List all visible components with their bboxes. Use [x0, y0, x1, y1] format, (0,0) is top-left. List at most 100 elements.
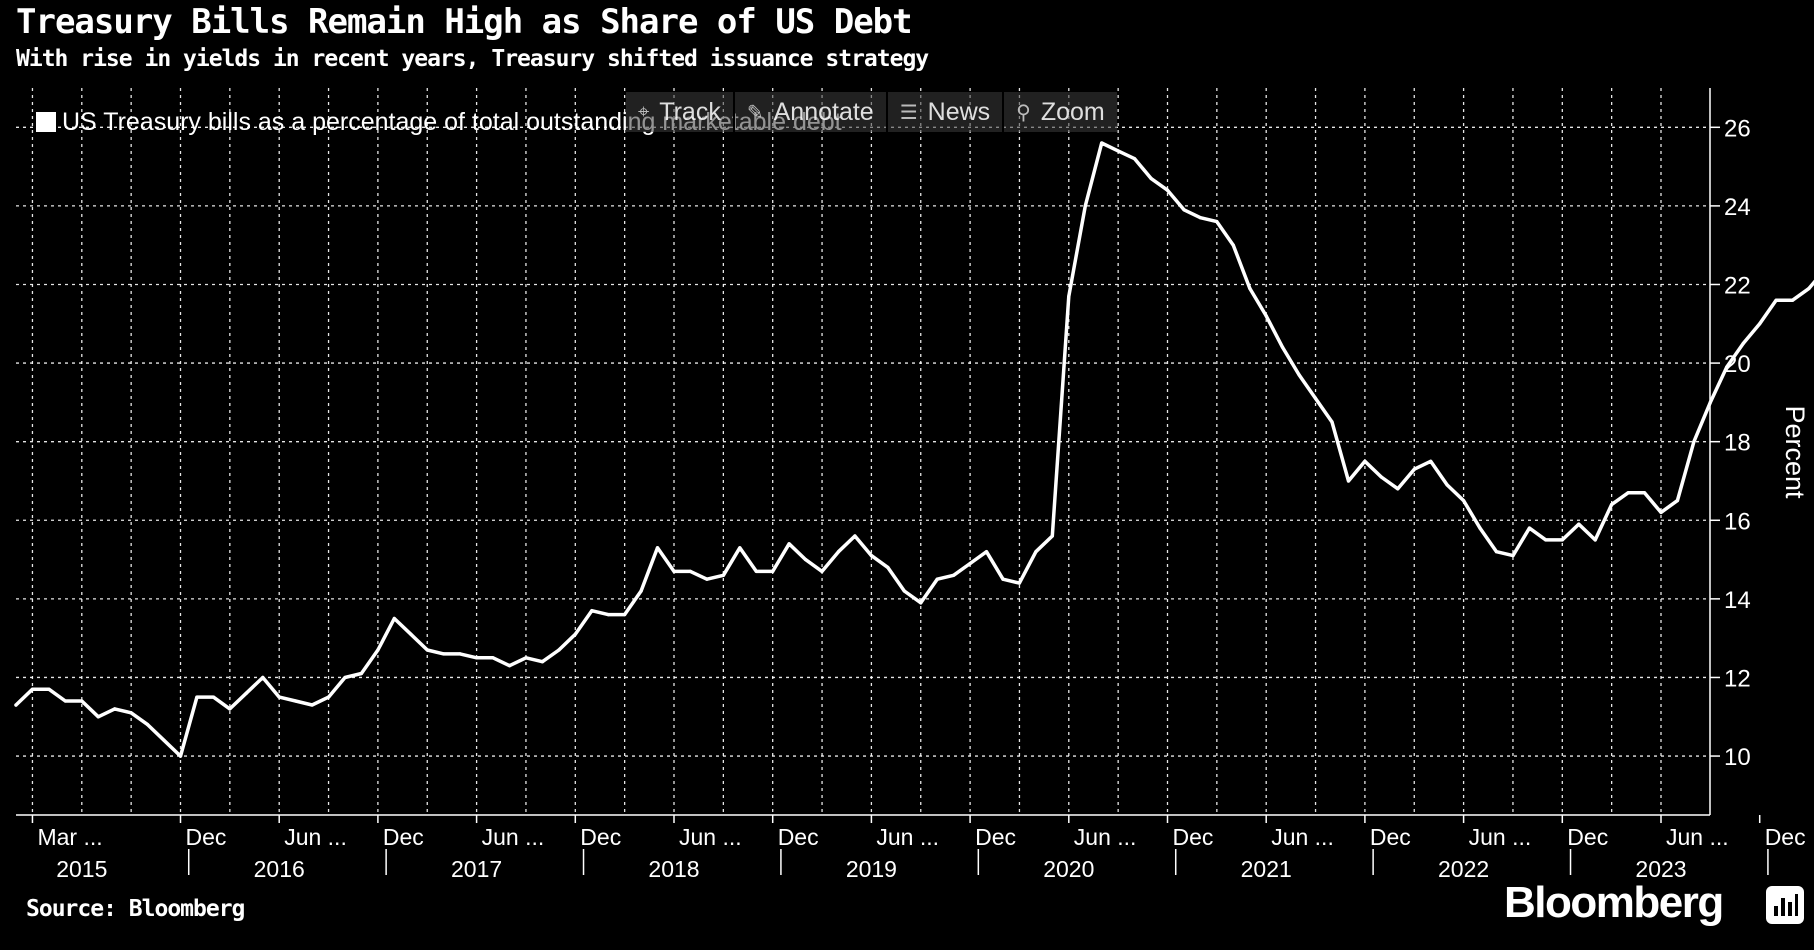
year-label: 2019	[846, 856, 897, 882]
data-point	[639, 589, 643, 593]
data-point	[984, 550, 989, 554]
y-tick-label: 26	[1724, 115, 1751, 142]
data-point	[902, 589, 906, 593]
chart-subtitle: With rise in yields in recent years, Tre…	[16, 46, 929, 72]
data-point	[277, 695, 281, 699]
y-tick-label: 22	[1724, 272, 1751, 299]
data-point	[1346, 479, 1351, 483]
data-point	[540, 660, 545, 664]
year-label: 2023	[1635, 856, 1686, 882]
data-point	[1264, 314, 1268, 318]
x-tick-label: Jun ...	[1469, 824, 1532, 850]
data-point	[836, 550, 841, 554]
data-point	[1429, 459, 1433, 463]
year-label: 2022	[1438, 856, 1489, 882]
data-point	[1807, 286, 1811, 290]
data-point	[294, 699, 298, 703]
data-point	[886, 565, 890, 570]
series-line	[14, 141, 1814, 758]
data-point	[869, 554, 874, 558]
data-point	[1462, 499, 1466, 503]
x-tick-label: Jun ...	[482, 824, 545, 850]
data-point	[1791, 298, 1795, 302]
data-point	[1182, 208, 1186, 212]
zoom-label: Zoom	[1040, 97, 1105, 126]
crosshair-icon: ⌖	[638, 100, 650, 123]
data-point	[30, 687, 35, 691]
data-point	[1659, 510, 1663, 514]
data-point	[211, 695, 215, 699]
data-point	[1610, 503, 1614, 507]
year-label: 2015	[56, 856, 107, 882]
x-tick-label: Jun ...	[1074, 824, 1137, 850]
data-point	[1774, 298, 1778, 302]
data-point	[919, 601, 923, 605]
data-point	[672, 569, 676, 574]
data-point	[343, 675, 347, 680]
data-point	[1100, 141, 1104, 145]
data-point	[1313, 396, 1318, 400]
data-point	[1692, 440, 1696, 444]
chart-title: Treasury Bills Remain High as Share of U…	[16, 2, 913, 42]
data-point	[968, 561, 972, 566]
data-point	[1593, 538, 1597, 542]
data-point	[1494, 550, 1499, 554]
data-point	[1445, 483, 1449, 487]
data-point	[195, 695, 199, 699]
data-point	[705, 577, 709, 581]
news-button[interactable]: ☰ News	[888, 92, 1005, 132]
x-tick-label: Mar ...	[37, 824, 102, 850]
data-point	[1116, 149, 1120, 153]
data-point	[310, 703, 314, 707]
zoom-button[interactable]: ⚲ Zoom	[1004, 92, 1117, 132]
year-label: 2017	[451, 856, 502, 882]
chart-badge-icon	[1766, 886, 1804, 924]
data-point	[1511, 554, 1515, 558]
y-tick-label: 18	[1724, 430, 1751, 457]
data-point	[623, 613, 627, 617]
data-point	[1396, 487, 1400, 491]
data-point	[935, 577, 939, 581]
data-point	[1412, 467, 1416, 471]
x-tick-label: Dec	[580, 824, 621, 850]
data-point	[688, 569, 693, 574]
data-point	[1560, 538, 1564, 542]
x-tick-label: Dec	[1173, 824, 1214, 850]
data-point	[573, 632, 577, 636]
annotate-button[interactable]: ✎ Annotate	[735, 92, 888, 132]
data-point	[1133, 157, 1137, 161]
data-point	[1544, 538, 1548, 542]
x-tick-label: Dec	[186, 824, 227, 850]
data-point	[1708, 400, 1712, 404]
x-tick-label: Jun ...	[284, 824, 347, 850]
legend-swatch	[36, 112, 56, 132]
year-label: 2016	[254, 856, 305, 882]
data-point	[458, 652, 462, 656]
x-tick-label: Dec	[778, 824, 819, 850]
data-point	[80, 699, 84, 703]
data-point	[524, 656, 528, 660]
data-point	[1198, 216, 1202, 220]
data-point	[1527, 526, 1531, 530]
data-point	[1165, 188, 1170, 192]
track-button[interactable]: ⌖ Track	[626, 92, 735, 132]
y-tick-label: 12	[1724, 665, 1751, 692]
annotate-label: Annotate	[773, 97, 874, 126]
data-point	[507, 664, 512, 668]
data-point	[1149, 176, 1153, 180]
data-point	[1001, 577, 1005, 581]
data-point	[738, 546, 742, 550]
data-point	[1034, 550, 1038, 554]
data-point	[1215, 220, 1219, 224]
data-point	[96, 715, 100, 719]
data-point	[129, 711, 133, 715]
pencil-icon: ✎	[746, 101, 764, 124]
x-tick-label: Jun ...	[679, 824, 742, 850]
y-tick-label: 24	[1724, 194, 1751, 221]
data-point	[244, 691, 248, 695]
year-label: 2020	[1043, 856, 1094, 882]
data-point	[1725, 365, 1729, 369]
data-point	[1281, 345, 1285, 349]
data-point	[754, 569, 758, 574]
